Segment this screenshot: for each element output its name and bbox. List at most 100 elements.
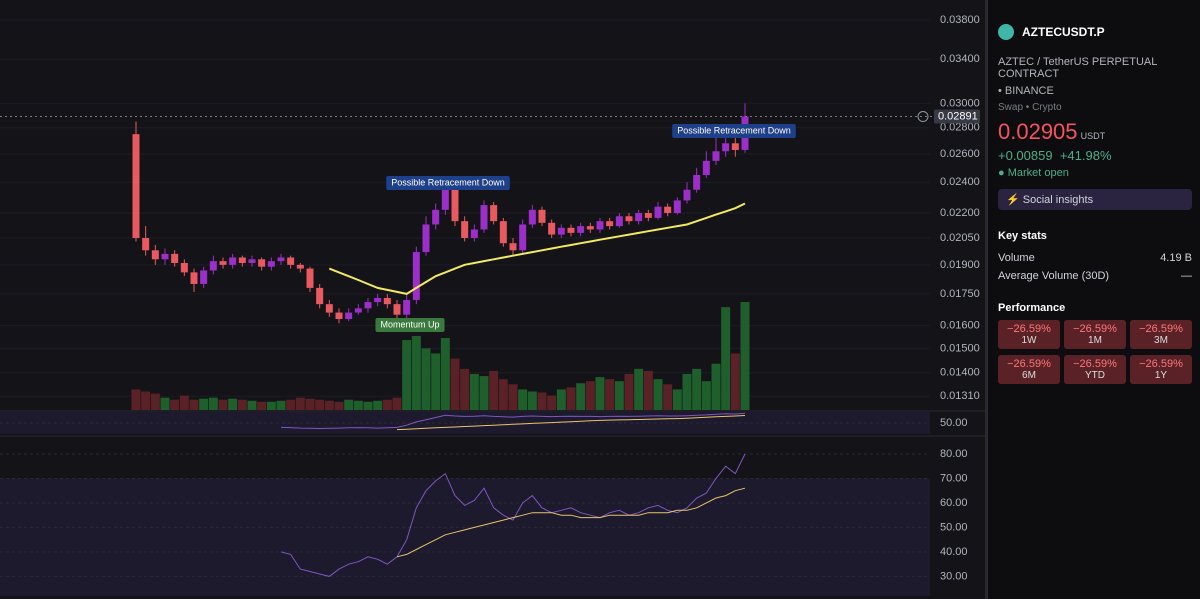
volume-bar [208,397,218,410]
performance-cell[interactable]: −26.59% 1W [998,320,1060,349]
volume-bar [566,387,576,410]
performance-cell[interactable]: −26.59% 1Y [1130,355,1192,384]
y-tick-label: 80.00 [940,448,968,460]
volume-bar [160,397,170,410]
candle-body [461,221,469,238]
perf-value: −26.59% [1007,323,1051,335]
price-add-button [917,111,929,123]
exchange: • BINANCE [998,85,1054,97]
y-tick-label: 0.01310 [940,390,980,402]
y-tick-label: 0.02050 [940,232,980,244]
perf-period: 1Y [1154,370,1168,381]
candle-body [258,259,266,267]
y-tick-label: 50.00 [940,417,968,429]
perf-value: −26.59% [1073,358,1117,370]
indicator-line [280,412,746,430]
volume-bar [382,399,392,410]
candle-body [142,237,150,251]
volume-bar [614,381,624,410]
candle-body [383,297,391,305]
candle-body [557,227,565,235]
volume-bar [266,401,276,410]
volume-bar [131,389,141,410]
volume-bar [315,399,325,410]
volume-bar [643,370,653,410]
candle-body [190,272,198,284]
volume-bar [392,397,402,410]
performance-cell[interactable]: −26.59% 6M [998,355,1060,384]
candle-body [548,222,556,235]
candle-body [132,134,140,238]
candle-body [200,270,208,284]
volume-bar [740,302,750,410]
volume-bar [218,399,228,410]
volume-bar [141,391,151,410]
candle-body [422,224,430,253]
volume-bar [450,358,460,410]
candle-body [538,209,546,223]
key-stats-title: Key stats [998,230,1047,242]
indicator-line [280,453,746,577]
volume-bar [431,353,441,410]
candle-body [509,243,517,251]
volume-bar [682,374,692,410]
social-button[interactable]: ⚡ Social insights [998,189,1192,210]
perf-value: −26.59% [1007,358,1051,370]
candle-body [712,151,720,161]
candle-body [577,226,585,233]
moving-average [328,202,746,295]
tag: Crypto [1032,102,1062,113]
volume-bar [305,398,315,410]
candle-body [519,224,527,251]
candle-body [615,216,623,227]
performance-title: Performance [998,302,1066,314]
volume-bar [624,374,634,410]
volume-bar [276,400,286,410]
volume-bar [585,381,595,410]
perf-period: 6M [1022,370,1036,381]
volume-bar [363,401,373,410]
y-tick-label: 0.02200 [940,207,980,219]
stat-label: Volume [998,252,1035,264]
y-tick-label: 50.00 [940,521,968,533]
performance-cell[interactable]: −26.59% 1M [1064,320,1126,349]
candle-body [490,205,498,222]
volume-bar [692,368,702,410]
candle-body [151,250,159,260]
volume-bar [247,400,257,410]
volume-bar [199,398,209,410]
perf-period: 3M [1154,335,1168,346]
volume-bar [411,335,421,410]
candle-body [693,174,701,190]
symbol[interactable]: AZTECUSDT.P [1022,25,1105,39]
candle-body [316,287,324,305]
volume-bar [460,368,470,410]
performance-grid: −26.59% 1W −26.59% 1M −26.59% 3M −26.59% 6M −26.… [998,320,1200,384]
annotation: Possible Retracement Down [391,177,505,187]
candle-body [325,304,333,313]
volume-bar [421,348,431,410]
performance-cell[interactable]: −26.59% YTD [1064,355,1126,384]
volume-bar [721,307,731,410]
annotation-bg [386,176,510,190]
performance-cell[interactable]: −26.59% 3M [1130,320,1192,349]
volume-bar [150,393,160,410]
candle-body [364,302,372,309]
candle-body [412,252,420,301]
y-tick-label: 0.03400 [940,53,980,65]
candle-body [480,205,488,230]
stat-row: Volume 4.19 B [998,252,1200,264]
volume-bar [527,391,537,410]
y-tick-label: 0.01500 [940,342,980,354]
volume-bar [556,389,566,410]
candle-body [586,226,594,230]
y-tick-label: 0.02600 [940,148,980,160]
candle-body [470,229,478,238]
volume-bar [295,397,305,410]
perf-value: −26.59% [1073,323,1117,335]
candle-body [664,206,672,214]
y-tick-label: 60.00 [940,497,968,509]
candle-body [635,213,643,222]
y-tick-label: 70.00 [940,472,968,484]
